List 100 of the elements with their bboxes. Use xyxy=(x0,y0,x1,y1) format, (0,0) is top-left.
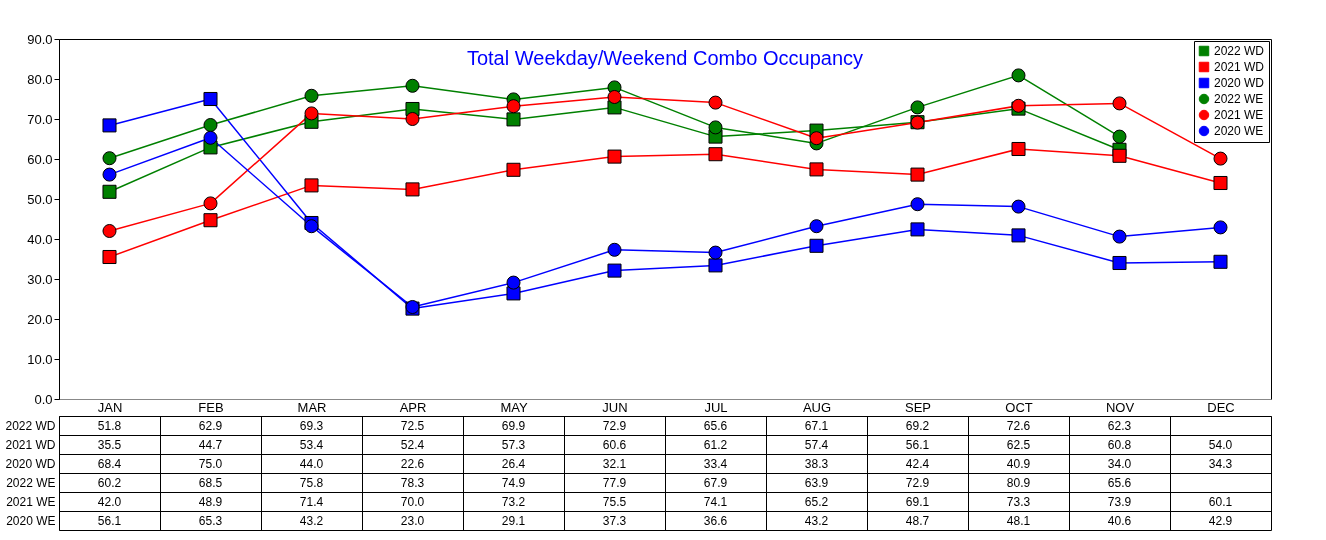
data-label: 38.3 xyxy=(804,456,829,471)
data-label: 33.4 xyxy=(703,456,728,471)
data-label: 42.0 xyxy=(97,494,122,509)
chart-title: Total Weekday/Weekend Combo Occupancy xyxy=(466,47,864,69)
data-label: 52.4 xyxy=(400,437,425,452)
data-label: 69.9 xyxy=(501,418,526,433)
data-label: 75.5 xyxy=(602,494,627,509)
data-label: 77.9 xyxy=(602,475,627,490)
text: 2021 WD xyxy=(5,437,56,452)
data-label: 60.6 xyxy=(602,437,627,452)
x-tick-label: MAY xyxy=(500,399,528,415)
x-tick-label: JUN xyxy=(602,399,628,415)
text: 2021 WE xyxy=(6,494,56,509)
data-label: 65.2 xyxy=(804,494,829,509)
text: 2020 WD xyxy=(5,456,56,471)
data-label: 42.4 xyxy=(905,456,930,471)
text: 2020 WE xyxy=(6,513,56,528)
y-tick-label: 80.0 xyxy=(27,71,53,87)
data-label: 73.2 xyxy=(501,494,526,509)
text: 2022 WE xyxy=(6,475,56,490)
data-label: 69.2 xyxy=(905,418,930,433)
data-label: 72.5 xyxy=(400,418,425,433)
data-label: 36.6 xyxy=(703,513,728,528)
data-label: 22.6 xyxy=(400,456,425,471)
data-label: 56.1 xyxy=(97,513,122,528)
data-label: 73.9 xyxy=(1107,494,1132,509)
data-label: 26.4 xyxy=(501,456,526,471)
legend-label: 2022 WD xyxy=(1214,44,1265,58)
data-label: 40.6 xyxy=(1107,513,1132,528)
data-label: 65.3 xyxy=(198,513,223,528)
x-tick-label: JAN xyxy=(97,399,123,415)
data-label: 62.5 xyxy=(1006,437,1031,452)
data-label: 60.2 xyxy=(97,475,122,490)
data-label: 68.5 xyxy=(198,475,223,490)
data-label: 60.8 xyxy=(1107,437,1132,452)
data-label: 57.3 xyxy=(501,437,526,452)
legend-label: 2021 WD xyxy=(1214,60,1265,74)
text: 2022 WD xyxy=(5,418,56,433)
data-label: 60.1 xyxy=(1208,494,1233,509)
x-tick-label: OCT xyxy=(1005,399,1033,415)
data-label: 74.1 xyxy=(703,494,728,509)
data-label: 43.2 xyxy=(804,513,829,528)
data-label: 53.4 xyxy=(299,437,324,452)
data-label: 65.6 xyxy=(703,418,728,433)
data-label: 40.9 xyxy=(1006,456,1031,471)
data-label: 62.9 xyxy=(198,418,223,433)
data-label: 43.2 xyxy=(299,513,324,528)
data-label: 29.1 xyxy=(501,513,526,528)
data-label: 63.9 xyxy=(804,475,829,490)
x-tick-label: FEB xyxy=(198,399,224,415)
data-label: 56.1 xyxy=(905,437,930,452)
legend-label: 2021 WE xyxy=(1214,108,1264,122)
data-label: 71.4 xyxy=(299,494,324,509)
legend-label: 2020 WD xyxy=(1214,76,1265,90)
y-tick-label: 40.0 xyxy=(27,231,53,247)
data-label: 74.9 xyxy=(501,475,526,490)
data-label: 68.4 xyxy=(97,456,122,471)
data-label: 48.7 xyxy=(905,513,930,528)
y-tick-label: 0.0 xyxy=(34,391,53,407)
data-label: 75.8 xyxy=(299,475,324,490)
data-label: 80.9 xyxy=(1006,475,1031,490)
data-label: 73.3 xyxy=(1006,494,1031,509)
data-label: 54.0 xyxy=(1208,437,1233,452)
data-label: 34.3 xyxy=(1208,456,1233,471)
data-label: 48.9 xyxy=(198,494,223,509)
data-label: 51.8 xyxy=(97,418,122,433)
data-label: 69.3 xyxy=(299,418,324,433)
y-tick-label: 70.0 xyxy=(27,111,53,127)
data-label: 75.0 xyxy=(198,456,223,471)
data-label: 23.0 xyxy=(400,513,425,528)
y-tick-label: 20.0 xyxy=(27,311,53,327)
data-label: 34.0 xyxy=(1107,456,1132,471)
data-label: 67.1 xyxy=(804,418,829,433)
legend-label: 2020 WE xyxy=(1214,124,1264,138)
x-tick-label: JUL xyxy=(704,399,728,415)
y-tick-label: 90.0 xyxy=(27,31,53,47)
data-label: 61.2 xyxy=(703,437,728,452)
data-label: 44.7 xyxy=(198,437,223,452)
x-tick-label: APR xyxy=(399,399,427,415)
data-label: 37.3 xyxy=(602,513,627,528)
data-label: 70.0 xyxy=(400,494,425,509)
data-label: 72.9 xyxy=(905,475,930,490)
data-label: 42.9 xyxy=(1208,513,1233,528)
y-tick-label: 50.0 xyxy=(27,191,53,207)
y-tick-label: 10.0 xyxy=(27,351,53,367)
data-label: 72.6 xyxy=(1006,418,1031,433)
data-label: 65.6 xyxy=(1107,475,1132,490)
x-tick-label: NOV xyxy=(1105,399,1135,415)
data-label: 62.3 xyxy=(1107,418,1132,433)
data-label: 57.4 xyxy=(804,437,829,452)
data-label: 44.0 xyxy=(299,456,324,471)
y-tick-label: 60.0 xyxy=(27,151,53,167)
data-label: 78.3 xyxy=(400,475,425,490)
data-label: 35.5 xyxy=(97,437,122,452)
data-label: 67.9 xyxy=(703,475,728,490)
y-tick-label: 30.0 xyxy=(27,271,53,287)
data-label: 72.9 xyxy=(602,418,627,433)
x-tick-label: SEP xyxy=(904,399,932,415)
x-tick-label: DEC xyxy=(1207,399,1235,415)
x-tick-label: AUG xyxy=(802,399,832,415)
